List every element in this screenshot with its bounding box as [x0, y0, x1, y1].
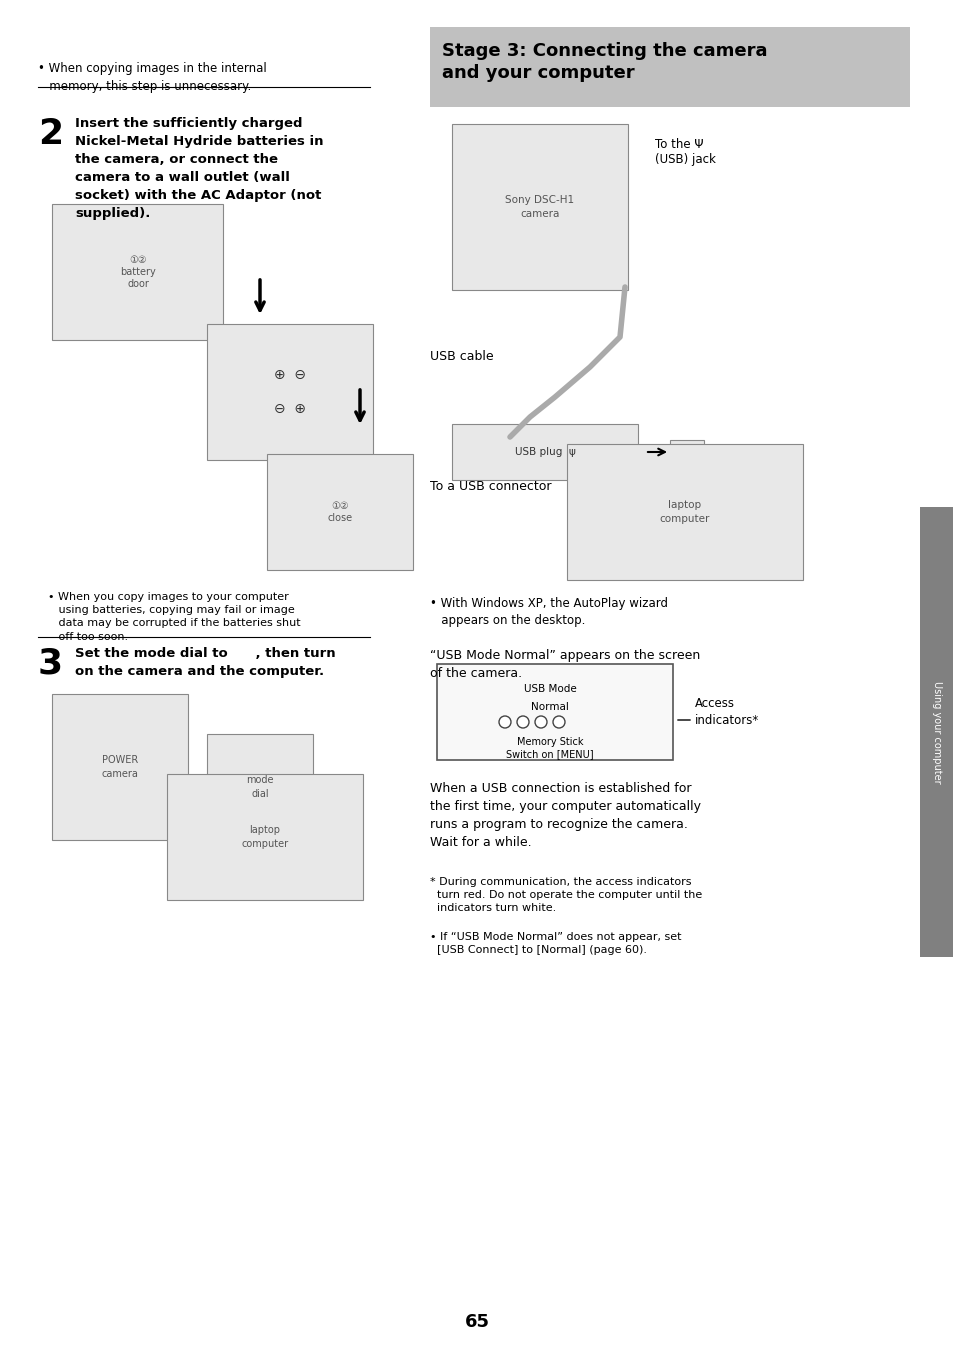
Text: Access
indicators*: Access indicators* [695, 697, 759, 727]
Text: To a USB connector: To a USB connector [430, 480, 551, 494]
Text: Sony DSC-H1
camera: Sony DSC-H1 camera [505, 195, 574, 218]
FancyBboxPatch shape [207, 734, 313, 840]
FancyBboxPatch shape [452, 123, 627, 290]
Text: 2: 2 [38, 117, 63, 151]
Text: ①②
close: ①② close [327, 501, 353, 524]
Text: USB Mode: USB Mode [523, 684, 576, 693]
FancyBboxPatch shape [452, 423, 638, 480]
FancyBboxPatch shape [436, 664, 672, 760]
Text: USB plug  ψ: USB plug ψ [514, 446, 575, 457]
Text: 65: 65 [464, 1314, 489, 1331]
Text: Set the mode dial to      , then turn
on the camera and the computer.: Set the mode dial to , then turn on the … [75, 647, 335, 678]
FancyBboxPatch shape [919, 508, 953, 957]
Text: When a USB connection is established for
the first time, your computer automatic: When a USB connection is established for… [430, 782, 700, 849]
Text: Memory Stick: Memory Stick [517, 737, 582, 746]
FancyBboxPatch shape [52, 204, 223, 341]
Text: ①②
battery
door: ①② battery door [120, 255, 155, 289]
Text: Stage 3: Connecting the camera
and your computer: Stage 3: Connecting the camera and your … [441, 42, 767, 83]
Circle shape [498, 716, 511, 727]
FancyBboxPatch shape [267, 455, 413, 570]
Text: Switch on [MENU]: Switch on [MENU] [506, 749, 593, 759]
Text: mode
dial: mode dial [246, 775, 274, 799]
Text: Using your computer: Using your computer [931, 681, 941, 783]
Text: laptop
computer: laptop computer [659, 501, 709, 524]
Text: laptop
computer: laptop computer [241, 825, 288, 848]
Text: Insert the sufficiently charged
Nickel-Metal Hydride batteries in
the camera, or: Insert the sufficiently charged Nickel-M… [75, 117, 323, 220]
Text: “USB Mode Normal” appears on the screen
of the camera.: “USB Mode Normal” appears on the screen … [430, 649, 700, 680]
FancyBboxPatch shape [566, 444, 802, 579]
FancyBboxPatch shape [167, 773, 363, 900]
Text: • With Windows XP, the AutoPlay wizard
   appears on the desktop.: • With Windows XP, the AutoPlay wizard a… [430, 597, 667, 627]
Text: • When you copy images to your computer
   using batteries, copying may fail or : • When you copy images to your computer … [48, 592, 300, 642]
Text: * During communication, the access indicators
  turn red. Do not operate the com: * During communication, the access indic… [430, 877, 701, 913]
Text: ⊕  ⊖

⊖  ⊕: ⊕ ⊖ ⊖ ⊕ [274, 368, 306, 417]
Text: Normal: Normal [531, 702, 568, 712]
FancyBboxPatch shape [207, 324, 373, 460]
Circle shape [535, 716, 546, 727]
Text: • When copying images in the internal
   memory, this step is unnecessary.: • When copying images in the internal me… [38, 62, 267, 94]
Text: To the Ψ
(USB) jack: To the Ψ (USB) jack [655, 138, 715, 166]
FancyBboxPatch shape [430, 27, 909, 107]
Text: POWER
camera: POWER camera [101, 756, 138, 779]
Text: 3: 3 [38, 647, 63, 681]
Circle shape [517, 716, 529, 727]
FancyBboxPatch shape [669, 440, 703, 464]
Text: • If “USB Mode Normal” does not appear, set
  [USB Connect] to [Normal] (page 60: • If “USB Mode Normal” does not appear, … [430, 932, 680, 955]
Circle shape [553, 716, 564, 727]
Text: USB cable: USB cable [430, 350, 493, 364]
FancyBboxPatch shape [52, 693, 188, 840]
